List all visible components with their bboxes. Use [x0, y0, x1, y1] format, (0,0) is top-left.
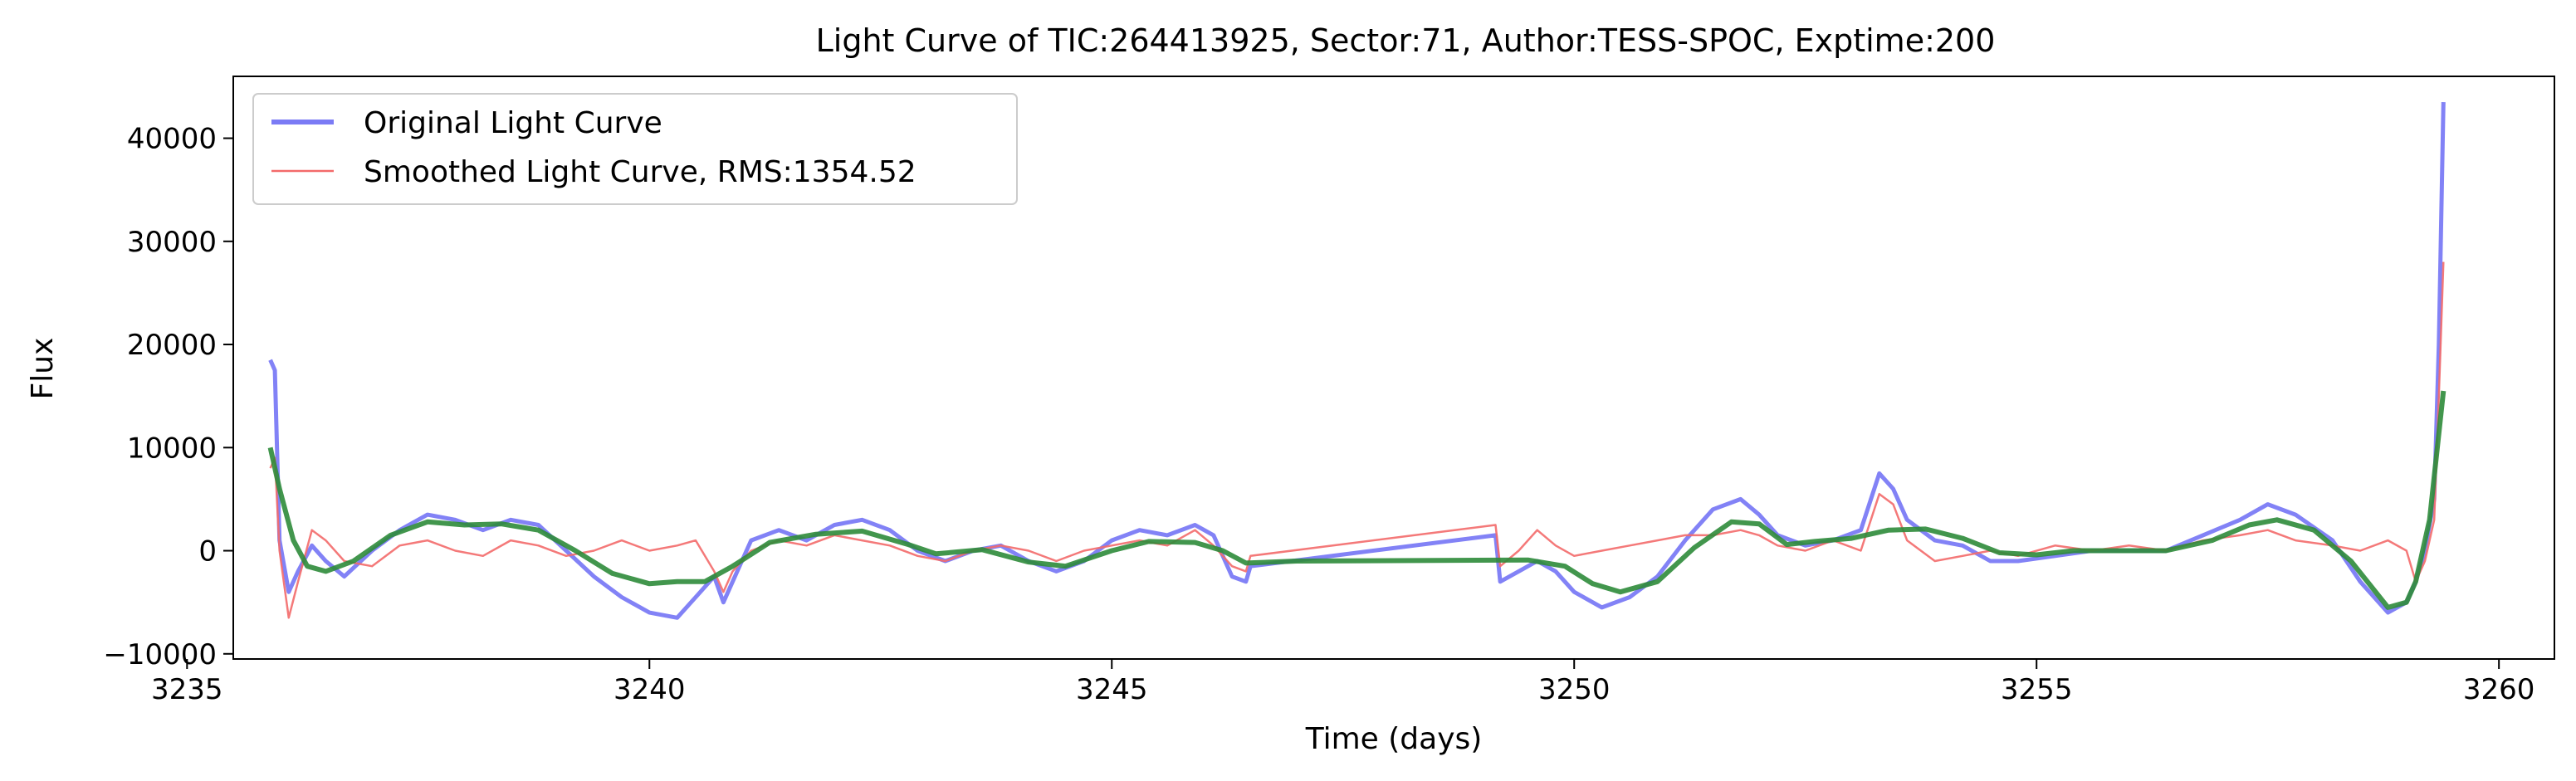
series-trend-line	[267, 390, 2446, 610]
legend: Original Light Curve Smoothed Light Curv…	[252, 93, 1018, 205]
x-axis-ticks: 3235 3240 3245 3250 3255 3260	[151, 659, 2534, 706]
y-tick-label: 10000	[127, 432, 217, 465]
legend-frame	[252, 93, 1018, 205]
y-tick-label: 40000	[127, 123, 217, 156]
y-tick-label: 30000	[127, 226, 217, 259]
y-tick-label: −10000	[103, 638, 217, 671]
legend-label-original: Original Light Curve	[364, 106, 662, 140]
axes-frame	[232, 76, 2555, 660]
plot-area	[232, 76, 2555, 660]
y-tick-label: 20000	[127, 329, 217, 362]
y-axis-label: Flux	[26, 338, 60, 400]
x-tick-label: 3260	[2463, 673, 2535, 706]
series-smoothed-line	[269, 261, 2445, 619]
series-layer	[267, 102, 2446, 620]
legend-label-smoothed: Smoothed Light Curve, RMS:1354.52	[364, 155, 917, 189]
x-tick-label: 3240	[613, 673, 686, 706]
x-tick-label: 3245	[1076, 673, 1148, 706]
y-axis-ticks: −10000 0 10000 20000 30000 40000	[103, 123, 233, 671]
chart-title: Light Curve of TIC:264413925, Sector:71,…	[816, 22, 1996, 59]
x-tick-label: 3255	[2001, 673, 2073, 706]
x-axis-label: Time (days)	[1305, 722, 1483, 756]
y-tick-label: 0	[198, 535, 217, 569]
x-tick-label: 3250	[1538, 673, 1611, 706]
x-tick-label: 3235	[151, 673, 223, 706]
